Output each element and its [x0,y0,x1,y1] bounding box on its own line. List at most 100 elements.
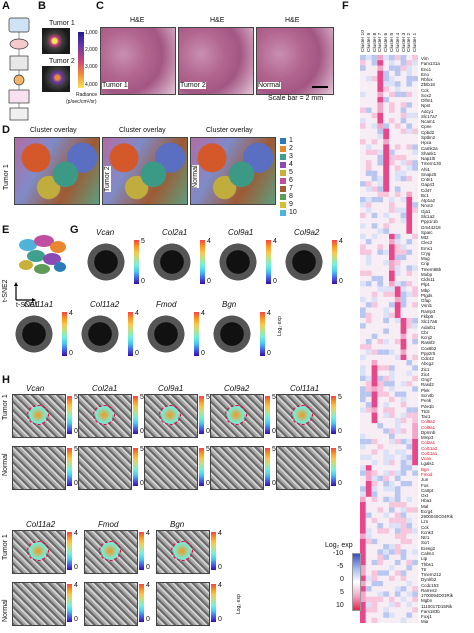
heatmap-cell [389,339,395,345]
heatmap-cell [377,60,384,66]
cluster-legend-swatch [280,138,286,144]
gene-label: Col9a2 [421,419,436,425]
heatmap-cell [377,565,384,571]
heatmap-cell [400,118,407,124]
heatmap-cell [383,149,389,156]
heatmap-cell [377,433,384,440]
cluster-legend-swatch [280,162,286,168]
heatmap-cell [365,591,372,597]
heatmap-cell [400,317,407,324]
heatmap-cell [377,407,384,413]
tsne-axis-svg [14,282,36,302]
colorbar-min: 0 [74,616,78,623]
heatmap-cell [383,412,389,419]
legend-tick-3: 0 [340,576,344,583]
heatmap-cell [412,307,418,313]
heatmap-cell [406,354,413,361]
heatmap-cell [371,144,378,150]
gene-label: 1110017D15Rik [421,603,453,609]
gene-label: Thbs1 [421,561,434,567]
heatmap-cell [365,181,372,187]
gene-colorbar [211,584,216,622]
heatmap-cell [406,591,413,597]
heatmap-cell [412,118,418,124]
heatmap-cell [360,454,366,461]
heatmap-cell [360,507,366,513]
heatmap-cell [383,586,389,592]
gene-title: Col11a1 [290,384,320,393]
heatmap-cell [377,617,384,624]
heatmap-cell [377,612,384,619]
heatmap-cell [377,454,384,461]
gene-label: Cpbd2 [421,129,435,135]
heatmap-cell [371,323,378,329]
heatmap-cell [383,486,389,492]
gene-colorbar [200,240,205,284]
heatmap-cell [383,507,389,513]
heatmap-cell [389,233,395,240]
gene-label: Mal [421,503,429,509]
gene-label: Lzn [421,519,429,525]
gene-tsne-plot [280,239,328,285]
heatmap-cell [406,423,413,429]
heatmap-cell [383,97,389,103]
heatmap-cell [377,349,384,356]
heatmap-cell [406,396,413,403]
heatmap-cell [383,249,389,256]
heatmap-cell [360,233,366,240]
gene-spatial-image [276,446,330,490]
heatmap-cell [412,454,418,461]
heatmap-cell [406,601,413,608]
heatmap-cell [389,386,395,392]
heatmap-cell [400,254,407,261]
heatmap-cell [412,181,418,187]
heatmap-cell [394,617,401,624]
colorbar-max: 4 [339,238,343,245]
gene-title: Fmod [98,520,119,529]
heatmap-cell [377,354,384,361]
colorbar-max: 4 [207,238,211,245]
d-title-2: Cluster overlay [119,127,166,134]
heatmap-cell [377,423,384,429]
heatmap-cell [365,481,372,487]
heatmap-cell [394,491,401,498]
gene-label: Bc1 [421,192,429,198]
heatmap-cell [383,360,389,366]
heatmap-cell [394,549,401,555]
heatmap-cell [360,396,366,403]
heatmap-cell [383,123,389,129]
heatmap-cell [371,328,378,335]
gene-label: Cdc42 [421,356,434,362]
heatmap-cell [400,402,407,408]
heatmap-cell [389,481,395,487]
heatmap-cell [377,233,384,240]
scalebar-label: Scale bar = 2 mm [268,95,324,102]
cluster-overlay-tumor2 [102,137,188,205]
gene-label: Enc1 [421,66,432,72]
cluster-overlay-tumor1 [14,137,100,205]
heatmap-cell [365,307,372,313]
gene-colorbar [331,396,336,434]
heatmap-cell [412,186,418,193]
heatmap-cell [371,291,378,298]
heatmap-cell [365,375,372,382]
heatmap-cell [394,517,401,524]
heatmap-cell [365,286,372,292]
heatmap-cell [383,449,389,455]
heatmap-cell [377,375,384,382]
heatmap-cell [406,570,413,576]
heatmap-cell [371,81,378,87]
heatmap-cell [400,528,407,534]
radiance-unit: (p/sec/cm²/sr) [66,99,97,105]
heatmap-cell [360,570,366,576]
heatmap-cell [406,412,413,419]
heatmap-cell [412,133,418,140]
colorbar-max: 4 [218,582,222,589]
heatmap-cell [365,296,372,303]
heatmap-cell [389,617,395,624]
gene-label: Cd47 [421,187,432,193]
heatmap-cell [406,349,413,356]
heatmap-cell [394,360,401,366]
heatmap-cell [406,239,413,245]
heatmap-cell [371,302,378,308]
